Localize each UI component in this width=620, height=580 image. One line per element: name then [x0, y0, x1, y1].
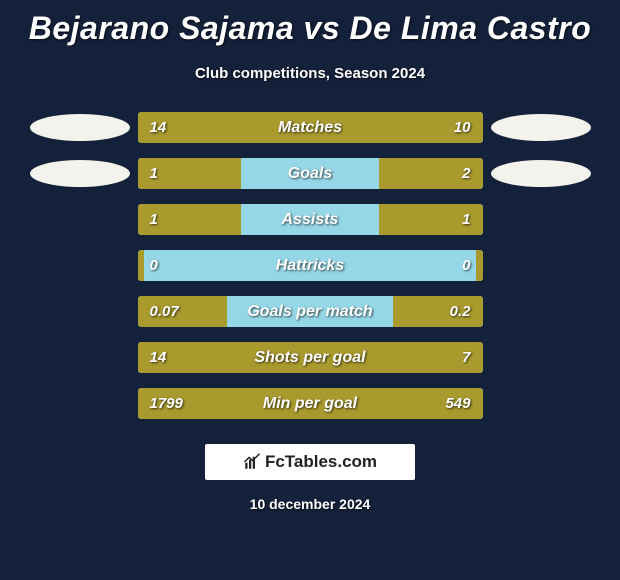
stat-bar: 11Assists [138, 204, 483, 235]
stat-row: 1799549Min per goal [0, 388, 620, 419]
stat-row: 0.070.2Goals per match [0, 296, 620, 327]
team-badge-right [491, 160, 591, 187]
stat-bar: 1799549Min per goal [138, 388, 483, 419]
brand-text: FcTables.com [265, 452, 377, 472]
stat-bar: 00Hattricks [138, 250, 483, 281]
team-badge-left [30, 160, 130, 187]
stat-bar: 0.070.2Goals per match [138, 296, 483, 327]
stat-label: Hattricks [138, 250, 483, 281]
date-text: 10 december 2024 [0, 496, 620, 512]
stat-row: 147Shots per goal [0, 342, 620, 373]
stat-row: 1410Matches [0, 112, 620, 143]
stat-row: 12Goals [0, 158, 620, 189]
stat-row: 11Assists [0, 204, 620, 235]
comparison-chart: 1410Matches 12Goals 11Assists 00Hattricks 0.… [0, 112, 620, 419]
stat-label: Goals [138, 158, 483, 189]
chart-icon [243, 453, 261, 471]
stat-label: Shots per goal [138, 342, 483, 373]
stat-bar: 147Shots per goal [138, 342, 483, 373]
stat-label: Goals per match [138, 296, 483, 327]
stat-label: Min per goal [138, 388, 483, 419]
stat-bar: 12Goals [138, 158, 483, 189]
brand-badge: FcTables.com [205, 444, 415, 480]
stat-row: 00Hattricks [0, 250, 620, 281]
team-badge-left [30, 114, 130, 141]
stat-label: Assists [138, 204, 483, 235]
page-title: Bejarano Sajama vs De Lima Castro [0, 0, 620, 47]
subtitle: Club competitions, Season 2024 [0, 65, 620, 82]
team-badge-right [491, 114, 591, 141]
stat-bar: 1410Matches [138, 112, 483, 143]
stat-label: Matches [138, 112, 483, 143]
